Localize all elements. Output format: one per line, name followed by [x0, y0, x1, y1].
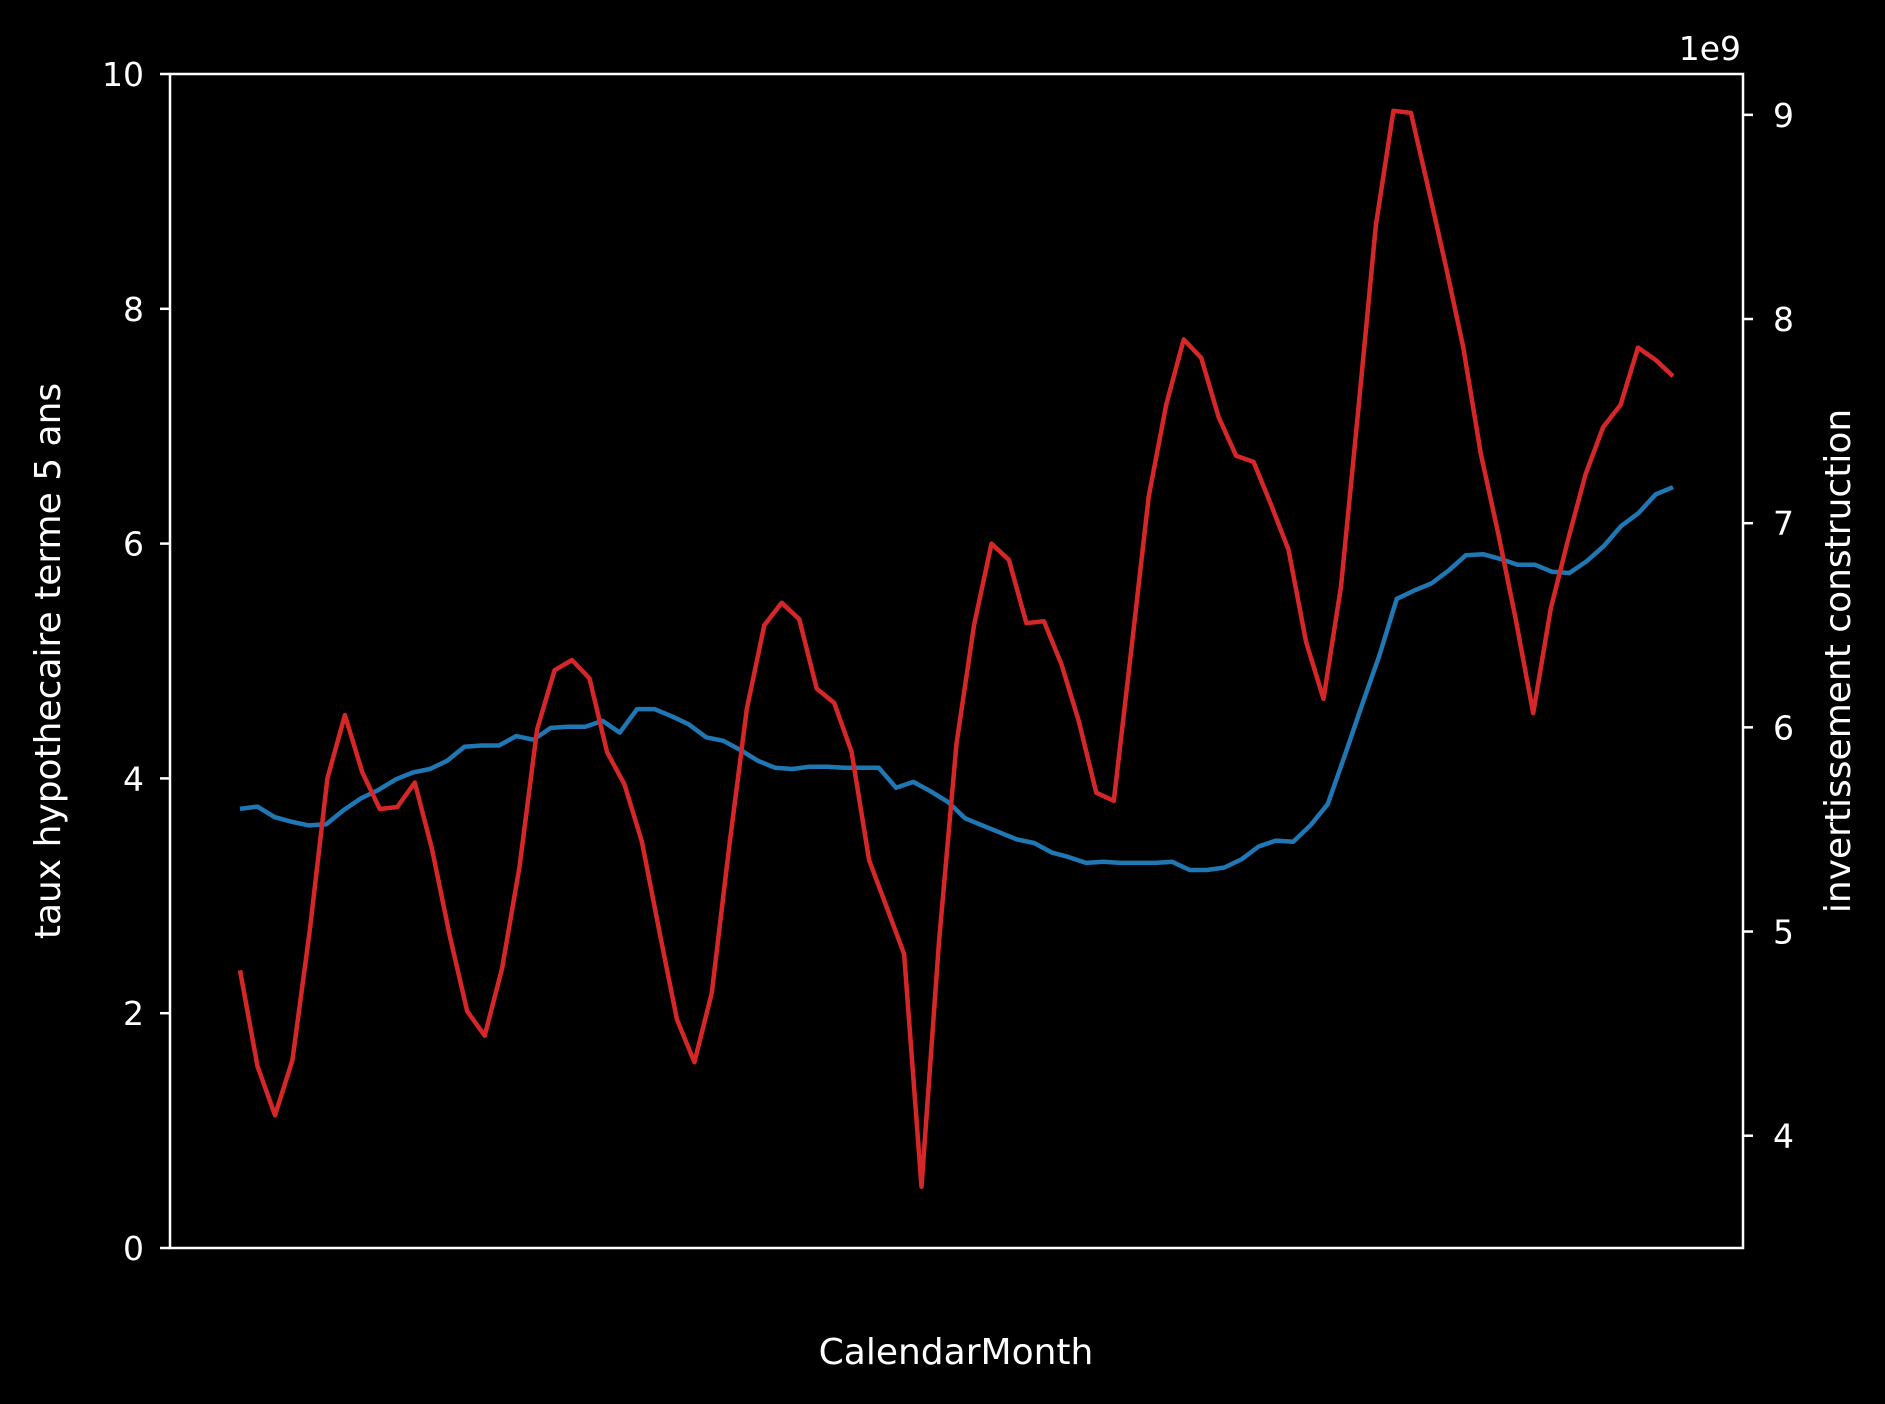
y-left-tick-label: 2	[123, 994, 144, 1033]
plot-frame	[168, 72, 1745, 1250]
right-axis: 4 5 6 7 8 9	[1743, 96, 1794, 1156]
y-left-tick-label: 0	[123, 1229, 144, 1268]
y-right-tick-label: 9	[1773, 96, 1794, 135]
y-left-tick-label: 4	[123, 759, 144, 798]
y-right-axis-label: invertissement construction	[1818, 409, 1859, 913]
y-right-tick-label: 4	[1773, 1117, 1794, 1156]
y-left-tick-label: 6	[123, 525, 144, 564]
y-right-tick-label: 8	[1773, 300, 1794, 339]
series-line-2	[237, 108, 1675, 1189]
series-layer	[237, 108, 1675, 1189]
series-line-1	[239, 485, 1674, 873]
y-right-multiplier-label: 1e9	[1679, 29, 1741, 68]
y-left-axis-label: taux hypothecaire terme 5 ans	[28, 383, 69, 939]
x-axis-label: CalendarMonth	[819, 1332, 1094, 1373]
y-left-tick-label: 10	[102, 55, 144, 94]
left-axis: 0 2 4 6 8 10	[102, 55, 170, 1268]
y-right-tick-label: 7	[1773, 504, 1794, 543]
y-right-tick-label: 5	[1773, 913, 1794, 952]
y-left-tick-label: 8	[123, 290, 144, 329]
y-right-tick-label: 6	[1773, 708, 1794, 747]
